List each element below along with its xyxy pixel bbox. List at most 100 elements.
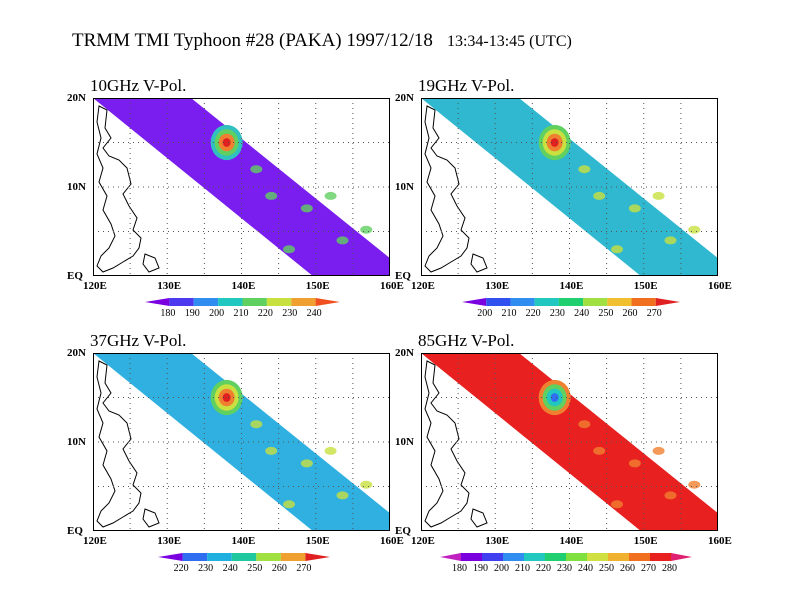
longitude-label: 130E xyxy=(485,280,510,292)
longitude-label: 160E xyxy=(380,280,404,292)
longitude-label: 130E xyxy=(157,535,182,547)
color-scale-swatch xyxy=(145,298,170,306)
latitude-label: 10N xyxy=(395,436,414,448)
latitude-label: EQ xyxy=(67,525,83,537)
color-scale-swatch xyxy=(256,553,281,561)
color-scale-swatch xyxy=(655,298,680,306)
brightness-patch xyxy=(360,480,373,489)
brightness-patch xyxy=(283,500,296,509)
color-scale-label: 260 xyxy=(271,563,287,574)
latitude-label: 20N xyxy=(67,347,86,359)
latitude-label: EQ xyxy=(395,270,411,282)
color-scale-swatch xyxy=(242,298,267,306)
color-scale-swatch xyxy=(534,298,559,306)
color-scale-label: 180 xyxy=(160,308,176,319)
color-scale-swatch xyxy=(503,553,524,561)
color-scale-label: 180 xyxy=(452,563,467,574)
color-scale-label: 220 xyxy=(536,563,551,574)
color-scale-swatch xyxy=(280,553,306,561)
brightness-patch xyxy=(250,420,263,429)
brightness-patch xyxy=(593,191,606,200)
color-scale-swatch xyxy=(182,553,208,561)
brightness-patch xyxy=(250,165,263,174)
brightness-patch xyxy=(336,236,349,245)
brightness-patch xyxy=(628,459,641,468)
brightness-patch xyxy=(611,245,624,254)
brightness-patch xyxy=(664,491,677,500)
longitude-label: 140E xyxy=(231,280,256,292)
brightness-patch xyxy=(578,165,591,174)
color-scale-bar xyxy=(158,553,330,561)
satellite-swath xyxy=(421,98,718,276)
color-scale-swatch xyxy=(266,298,292,306)
color-scale-label: 250 xyxy=(598,308,614,319)
plot-frame xyxy=(421,353,718,531)
brightness-patch xyxy=(664,236,677,245)
brightness-patch xyxy=(628,204,641,213)
panel-title: 37GHz V-Pol. xyxy=(90,331,187,350)
color-scale-swatch xyxy=(607,298,632,306)
color-scale-label: 240 xyxy=(578,563,593,574)
title-text: TRMM TMI Typhoon #28 (PAKA) 1997/12/18 xyxy=(72,30,433,51)
longitude-label: 150E xyxy=(633,280,658,292)
color-scale-label: 220 xyxy=(525,308,541,319)
brightness-patch xyxy=(652,446,665,455)
panel-title: 19GHz V-Pol. xyxy=(418,76,515,95)
coastline xyxy=(96,360,160,528)
plot-frame xyxy=(93,353,390,531)
color-scale-swatch xyxy=(486,298,511,306)
color-scale-label: 270 xyxy=(296,563,312,574)
map-plot xyxy=(93,353,390,531)
longitude-label: 160E xyxy=(708,535,732,547)
longitude-label: 140E xyxy=(559,280,584,292)
color-scale-swatch xyxy=(545,553,566,561)
latitude-label: EQ xyxy=(395,525,411,537)
color-scale-swatch xyxy=(631,298,656,306)
latitude-label: 20N xyxy=(67,92,86,104)
panel-title: 10GHz V-Pol. xyxy=(90,76,187,95)
brightness-patch xyxy=(593,446,606,455)
color-scale-label: 210 xyxy=(501,308,517,319)
color-scale-bar xyxy=(440,553,692,561)
color-scale-swatch xyxy=(440,553,461,561)
map-plot xyxy=(421,98,718,276)
coastline xyxy=(424,360,488,528)
brightness-patch xyxy=(360,225,373,234)
latitude-label: 20N xyxy=(395,347,414,359)
color-scale-swatch xyxy=(462,298,487,306)
color-scale-label: 260 xyxy=(620,563,635,574)
color-scale-swatch xyxy=(583,298,608,306)
color-scale-label: 240 xyxy=(306,308,322,319)
brightness-patch xyxy=(300,204,313,213)
color-scale-label: 270 xyxy=(646,308,662,319)
map-plot xyxy=(421,353,718,531)
color-scale-label: 250 xyxy=(599,563,614,574)
color-scale-swatch xyxy=(231,553,257,561)
satellite-swath xyxy=(93,98,390,276)
color-scale-label: 250 xyxy=(247,563,263,574)
longitude-label: 130E xyxy=(157,280,182,292)
latitude-label: 10N xyxy=(67,436,86,448)
longitude-label: 120E xyxy=(83,535,107,547)
typhoon-core xyxy=(222,393,231,402)
color-scale-swatch xyxy=(207,553,232,561)
brightness-patch xyxy=(265,446,278,455)
color-scale-swatch xyxy=(671,553,692,561)
panel-title: 85GHz V-Pol. xyxy=(418,331,515,350)
color-scale-label: 200 xyxy=(477,308,493,319)
color-scale-label: 240 xyxy=(574,308,590,319)
color-scale-swatch xyxy=(218,298,243,306)
color-scale-swatch xyxy=(193,298,219,306)
plot-frame xyxy=(93,98,390,276)
brightness-patch xyxy=(611,500,624,509)
color-scale-swatch xyxy=(629,553,650,561)
longitude-label: 150E xyxy=(305,280,330,292)
longitude-label: 140E xyxy=(231,535,256,547)
color-scale-label: 230 xyxy=(557,563,572,574)
brightness-patch xyxy=(283,245,296,254)
color-scale-label: 260 xyxy=(622,308,638,319)
typhoon-core xyxy=(222,138,231,147)
color-scale-label: 220 xyxy=(173,563,189,574)
color-scale-swatch xyxy=(291,298,316,306)
color-scale-swatch xyxy=(482,553,503,561)
